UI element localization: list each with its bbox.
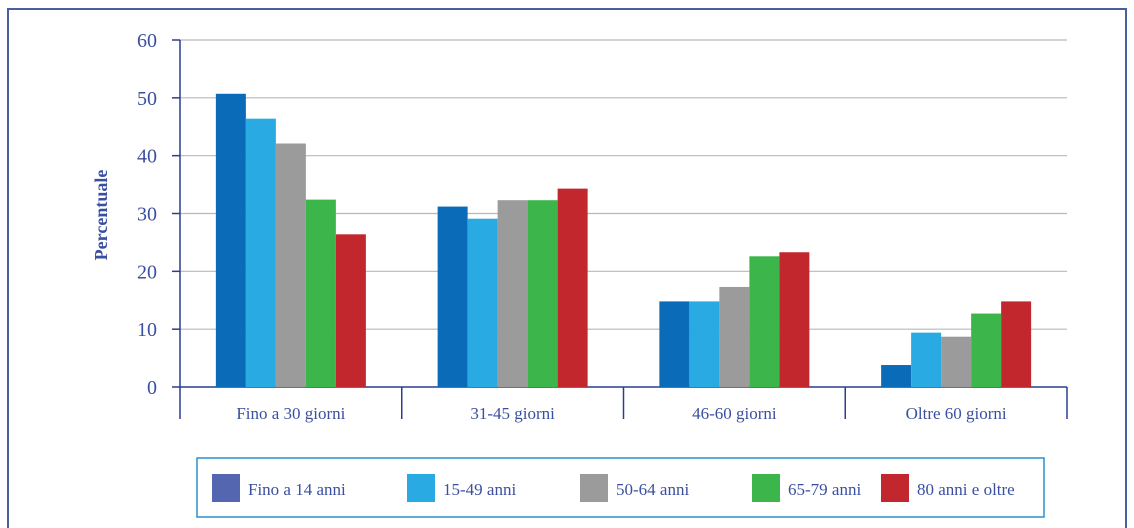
legend-swatch bbox=[407, 474, 435, 502]
x-category-label: 46-60 giorni bbox=[692, 404, 777, 423]
legend-label: 65-79 anni bbox=[788, 480, 861, 499]
bar bbox=[527, 200, 558, 387]
legend-swatch bbox=[752, 474, 780, 502]
bar bbox=[779, 252, 810, 387]
bar bbox=[941, 336, 972, 387]
legend-label: 80 anni e oltre bbox=[917, 480, 1015, 499]
legend-label: 50-64 anni bbox=[616, 480, 689, 499]
axes bbox=[172, 39, 1068, 419]
bar bbox=[245, 118, 276, 388]
legend-label: Fino a 14 anni bbox=[248, 480, 346, 499]
y-tick-label: 20 bbox=[137, 261, 157, 283]
y-tick-label: 40 bbox=[137, 146, 157, 168]
legend-swatch bbox=[881, 474, 909, 502]
y-axis-label: Percentuale bbox=[91, 170, 111, 261]
y-tick-label: 30 bbox=[137, 204, 157, 226]
bar bbox=[275, 143, 306, 387]
x-category-labels: Fino a 30 giorni 31-45 giorni 46-60 giorni… bbox=[236, 404, 1007, 423]
x-category-label: Fino a 30 giorni bbox=[236, 404, 345, 423]
bar bbox=[971, 313, 1002, 387]
y-tick-label: 0 bbox=[147, 377, 157, 399]
bar bbox=[467, 218, 498, 387]
bar bbox=[719, 286, 750, 387]
bar bbox=[215, 93, 246, 387]
legend-swatch bbox=[212, 474, 240, 502]
bar bbox=[557, 188, 588, 387]
bar bbox=[335, 234, 366, 387]
x-category-label: 31-45 giorni bbox=[470, 404, 555, 423]
legend-swatch bbox=[580, 474, 608, 502]
bar bbox=[305, 199, 336, 387]
x-category-label: Oltre 60 giorni bbox=[906, 404, 1007, 423]
bars bbox=[215, 93, 1032, 388]
legend-label: 15-49 anni bbox=[443, 480, 516, 499]
y-tick-label: 60 bbox=[137, 30, 157, 52]
y-tick-labels: 0 10 20 30 40 50 60 bbox=[137, 30, 157, 399]
bar bbox=[659, 301, 690, 387]
y-tick-label: 10 bbox=[137, 319, 157, 341]
bar bbox=[497, 200, 528, 387]
bar bbox=[911, 332, 942, 387]
bar bbox=[749, 256, 780, 387]
chart-frame bbox=[7, 8, 1127, 528]
bar bbox=[1001, 301, 1032, 387]
bar bbox=[689, 301, 720, 387]
bar bbox=[437, 206, 468, 387]
bar bbox=[881, 365, 912, 387]
y-tick-label: 50 bbox=[137, 88, 157, 110]
legend: Fino a 14 anni 15-49 anni 50-64 anni 65-79 … bbox=[196, 457, 1045, 518]
